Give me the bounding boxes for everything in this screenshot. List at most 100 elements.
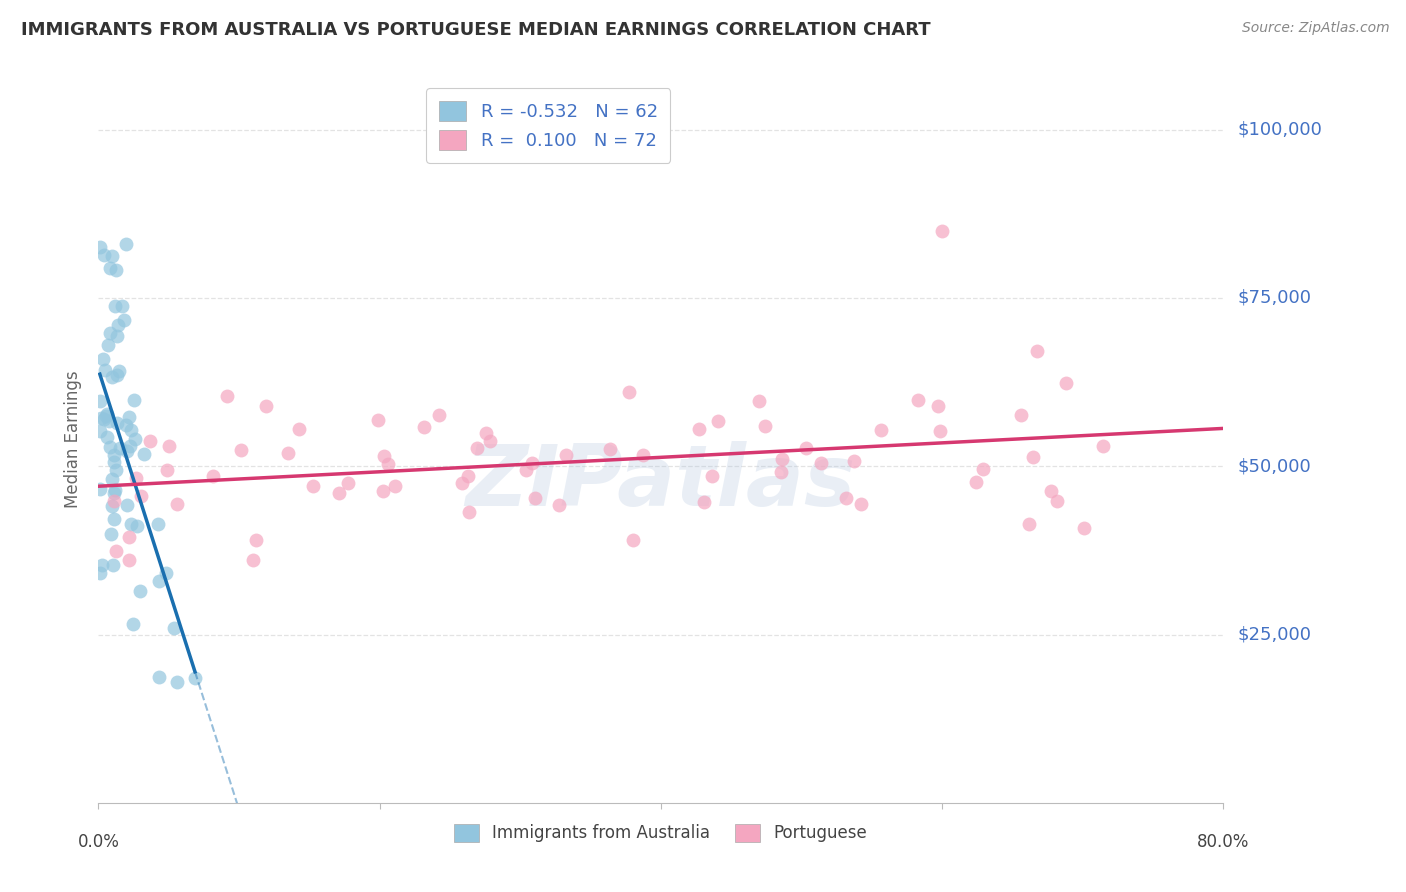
Point (96, 430, 118, 444)
Point (707, 414, 730, 428)
Point (124, 432, 146, 446)
Point (277, 446, 299, 460)
Point (229, 442, 252, 457)
Point (301, 478, 323, 492)
Point (103, 448, 125, 462)
Point (114, 237, 136, 252)
Point (599, 442, 621, 456)
Point (108, 441, 131, 455)
Point (377, 458, 399, 472)
Point (515, 463, 537, 477)
Point (693, 495, 716, 509)
Point (201, 468, 224, 483)
Point (245, 533, 267, 547)
Text: $50,000: $50,000 (1237, 458, 1310, 475)
Point (458, 505, 481, 519)
Point (1046, 493, 1069, 508)
Point (125, 471, 148, 485)
Point (242, 553, 264, 567)
Point (115, 498, 138, 512)
Point (148, 517, 170, 532)
Point (120, 516, 142, 531)
Text: $100,000: $100,000 (1237, 120, 1322, 138)
Point (835, 491, 858, 505)
Text: $75,000: $75,000 (1237, 289, 1312, 307)
Point (96, 409, 118, 423)
Point (288, 422, 311, 436)
Point (522, 456, 544, 470)
Text: 80.0%: 80.0% (1197, 833, 1250, 851)
Point (427, 408, 450, 422)
Point (89, 394, 111, 409)
Point (1073, 521, 1095, 535)
Point (166, 497, 188, 511)
Point (621, 533, 644, 548)
Point (93, 411, 115, 425)
Point (1010, 408, 1032, 422)
Point (465, 441, 488, 455)
Point (89, 240, 111, 254)
Point (118, 553, 141, 567)
Point (475, 426, 498, 441)
Point (89, 566, 111, 580)
Point (384, 478, 406, 492)
Point (104, 263, 127, 277)
Point (104, 299, 127, 313)
Point (105, 544, 128, 558)
Point (688, 422, 710, 436)
Point (103, 486, 125, 500)
Point (91, 558, 114, 573)
Point (89, 424, 111, 438)
Point (98, 326, 121, 340)
Point (121, 616, 143, 631)
Point (105, 329, 128, 343)
Point (215, 389, 238, 403)
Point (328, 486, 350, 500)
Text: $25,000: $25,000 (1237, 625, 1312, 643)
Point (134, 447, 156, 461)
Point (457, 469, 479, 483)
Point (1022, 450, 1045, 465)
Point (373, 450, 395, 464)
Point (166, 674, 188, 689)
Point (117, 444, 139, 458)
Point (122, 393, 145, 408)
Point (965, 475, 987, 489)
Point (98, 414, 121, 428)
Point (105, 368, 128, 382)
Point (555, 448, 578, 462)
Point (1018, 516, 1040, 531)
Point (754, 418, 776, 433)
Y-axis label: Median Earnings: Median Earnings (65, 370, 83, 508)
Point (139, 434, 162, 449)
Point (103, 493, 125, 508)
Point (1026, 343, 1049, 358)
Point (633, 448, 655, 462)
Point (103, 512, 125, 526)
Point (548, 499, 571, 513)
Point (972, 461, 994, 475)
Point (111, 299, 134, 313)
Point (931, 224, 953, 238)
Point (96, 407, 118, 421)
Point (157, 440, 180, 454)
Point (156, 463, 179, 477)
Point (810, 456, 832, 470)
Point (94, 363, 117, 377)
Point (619, 384, 641, 399)
Point (148, 574, 170, 589)
Point (105, 463, 128, 477)
Point (105, 416, 128, 430)
Point (100, 527, 122, 541)
Point (927, 400, 949, 414)
Point (101, 472, 124, 486)
Point (93, 352, 115, 367)
Point (870, 423, 893, 437)
Point (129, 489, 152, 503)
Point (1092, 439, 1115, 453)
Point (770, 465, 793, 479)
Point (794, 441, 817, 455)
Point (450, 476, 472, 491)
Point (103, 455, 125, 469)
Point (163, 621, 186, 635)
